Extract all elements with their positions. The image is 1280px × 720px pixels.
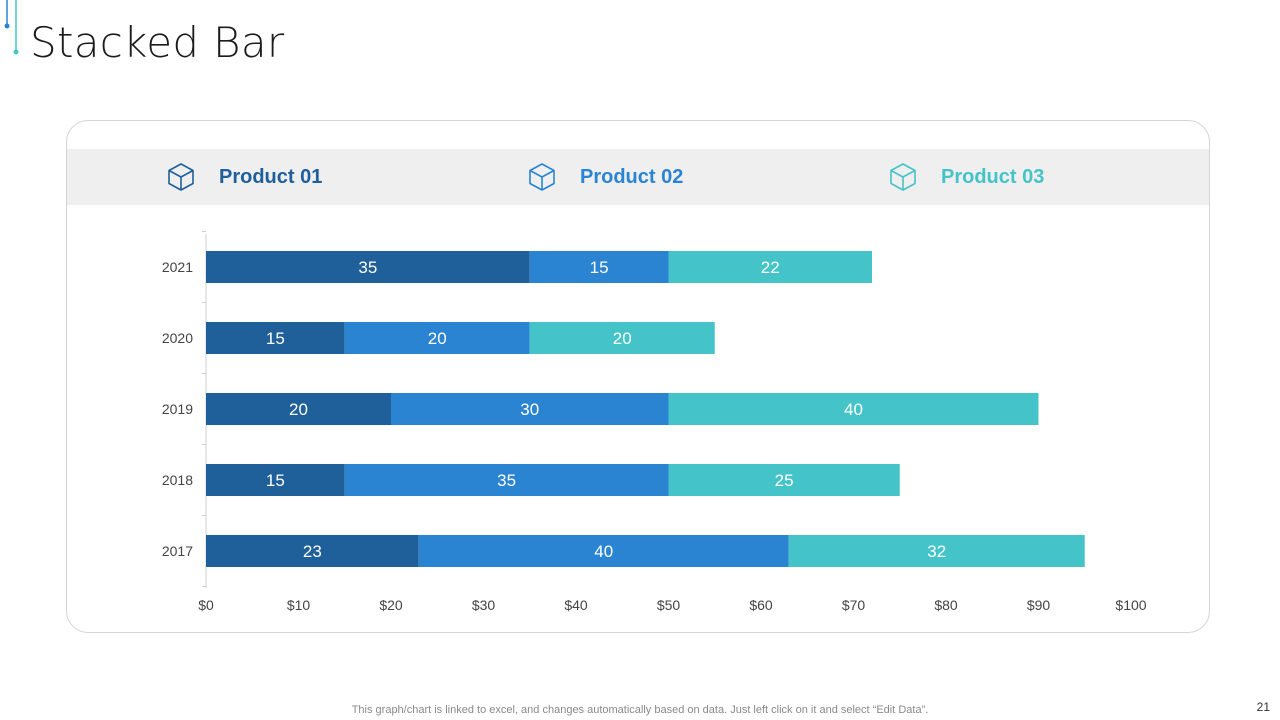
bar-product-01-2019: [206, 393, 391, 425]
bar-value-label: 20: [613, 329, 632, 348]
legend: Product 01 Product 02 Product 03: [67, 149, 1209, 205]
x-tick-label: $50: [657, 597, 681, 613]
x-tick-label: $60: [749, 597, 773, 613]
bar-value-label: 15: [266, 329, 285, 348]
bar-product-03-2020: [529, 322, 715, 354]
cube-icon: [890, 163, 916, 191]
bar-value-label: 23: [303, 542, 322, 561]
bar-product-02-2018: [344, 464, 669, 496]
bar-product-03-2018: [668, 464, 900, 496]
bar-value-label: 15: [590, 258, 609, 277]
cube-icon: [529, 163, 555, 191]
bar-value-label: 25: [775, 471, 794, 490]
x-tick-label: $30: [472, 597, 496, 613]
page-number: 21: [1256, 700, 1270, 714]
y-tick-label: 2021: [162, 259, 193, 275]
y-tick-label: 2018: [162, 472, 193, 488]
x-tick-label: $100: [1115, 597, 1146, 613]
bar-value-label: 32: [927, 542, 946, 561]
bar-product-02-2017: [418, 535, 789, 567]
bar-value-label: 35: [358, 258, 377, 277]
bar-value-label: 20: [289, 400, 308, 419]
y-tick-label: 2017: [162, 543, 193, 559]
bar-value-label: 30: [520, 400, 539, 419]
bar-product-03-2019: [668, 393, 1039, 425]
bar-product-02-2020: [344, 322, 530, 354]
bar-value-label: 22: [761, 258, 780, 277]
x-tick-label: $70: [842, 597, 866, 613]
x-tick-label: $20: [379, 597, 403, 613]
bar-product-01-2021: [206, 251, 530, 283]
bar-value-label: 35: [497, 471, 516, 490]
legend-label-product-02: Product 02: [580, 165, 684, 188]
footnote: This graph/chart is linked to excel, and…: [351, 704, 929, 716]
legend-item-product-01: Product 01: [165, 149, 322, 205]
y-tick-label: 2020: [162, 330, 193, 346]
corner-decoration: [4, 0, 19, 55]
x-tick-label: $0: [198, 597, 214, 613]
chart-card: Product 01 Product 02 Product 03 2017 23 4…: [66, 120, 1210, 633]
x-tick-label: $80: [934, 597, 958, 613]
bar-product-01-2018: [206, 464, 345, 496]
legend-item-product-03: Product 03: [887, 149, 1044, 205]
x-tick-label: $90: [1027, 597, 1051, 613]
bar-product-02-2019: [391, 393, 669, 425]
bar-value-label: 40: [844, 400, 863, 419]
y-tick-label: 2019: [162, 401, 193, 417]
legend-label-product-01: Product 01: [219, 165, 323, 188]
bar-product-03-2017: [788, 535, 1085, 567]
legend-label-product-03: Product 03: [941, 165, 1045, 188]
bar-product-02-2021: [529, 251, 669, 283]
bar-value-label: 40: [594, 542, 613, 561]
legend-item-product-02: Product 02: [526, 149, 683, 205]
bar-product-03-2021: [668, 251, 872, 283]
x-tick-label: $40: [564, 597, 588, 613]
page-title: Stacked Bar: [30, 18, 285, 67]
bar-value-label: 15: [266, 471, 285, 490]
x-tick-label: $10: [287, 597, 311, 613]
bar-value-label: 20: [428, 329, 447, 348]
bar-product-01-2017: [206, 535, 419, 567]
cube-icon: [168, 163, 194, 191]
bar-product-01-2020: [206, 322, 345, 354]
